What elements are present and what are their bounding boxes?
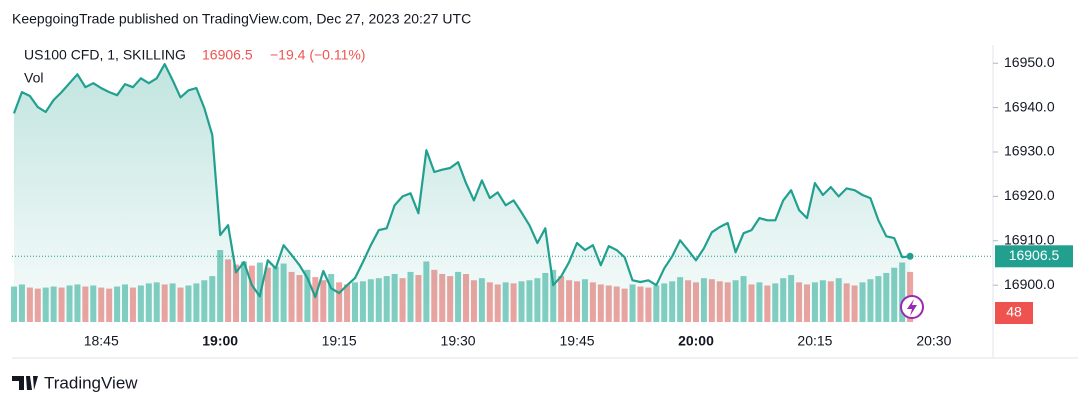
published-line: KeepgoingTrade published on TradingView.… [12, 11, 471, 27]
brand-logo [12, 376, 38, 390]
symbol: US100 CFD, 1, SKILLING [24, 47, 186, 63]
price-tag-bg [995, 245, 1073, 268]
x-tick-label: 20:00 [678, 333, 714, 349]
y-tick-label: 16950.0 [1004, 54, 1055, 70]
x-tick-label: 19:30 [441, 333, 476, 349]
x-tick-label: 18:45 [84, 333, 119, 349]
brand: TradingView [44, 373, 138, 392]
y-tick-label: 16940.0 [1004, 98, 1055, 114]
y-tick-label: 16920.0 [1004, 187, 1055, 203]
x-tick-label: 19:00 [202, 333, 238, 349]
last-price: 16906.5 [202, 47, 253, 63]
change: −19.4 (−0.11%) [270, 47, 365, 63]
x-tick-label: 19:45 [560, 333, 595, 349]
last-point [906, 252, 914, 260]
volume-legend: Vol [24, 70, 43, 86]
y-tick-label: 16910.0 [1004, 231, 1055, 247]
price-line [12, 62, 911, 299]
volume-tag-bg [995, 302, 1033, 324]
x-tick-label: 20:30 [916, 333, 951, 349]
x-tick-label: 19:15 [322, 333, 357, 349]
plot [11, 62, 993, 322]
y-tick-label: 16900.0 [1004, 276, 1055, 292]
x-tick-label: 20:15 [797, 333, 832, 349]
volume-tag: 48 [1006, 304, 1022, 320]
area [14, 64, 911, 322]
alert-icon [900, 295, 924, 319]
price-tag: 16906.5 [1009, 247, 1060, 263]
y-tick-label: 16930.0 [1004, 143, 1055, 159]
